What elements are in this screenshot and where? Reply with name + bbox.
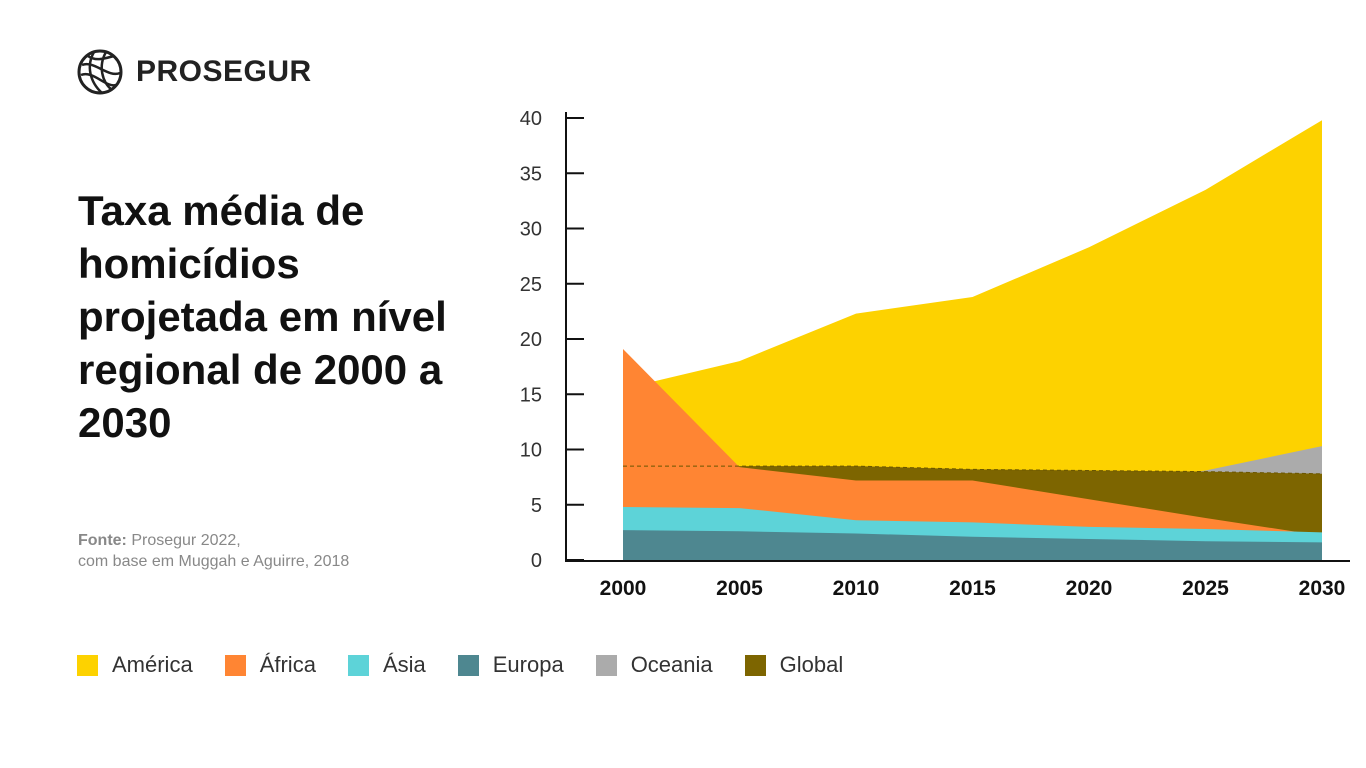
area-africa <box>623 348 1322 560</box>
x-tick-label: 2020 <box>1066 577 1113 600</box>
legend-swatch <box>744 654 766 676</box>
legend-swatch <box>595 654 617 676</box>
x-tick-label: 2015 <box>949 577 996 600</box>
legend-item-europa: Europa <box>457 652 564 678</box>
area-europa <box>623 530 1322 560</box>
x-tick-label: 2005 <box>716 577 763 600</box>
legend-label: Europa <box>492 652 564 677</box>
chart-areas <box>623 120 1323 561</box>
y-tick-label: 35 <box>520 163 542 185</box>
y-tick-label: 25 <box>520 274 542 296</box>
y-tick-label: 0 <box>531 550 542 572</box>
legend-swatch <box>77 654 98 676</box>
source-line-2: com base em Muggah e Aguirre, 2018 <box>78 553 350 570</box>
legend-swatch <box>224 654 246 676</box>
y-tick-label: 30 <box>520 219 542 241</box>
legend-label: Global <box>779 652 844 677</box>
legend-label: Ásia <box>382 652 426 677</box>
y-tick-label: 40 <box>520 108 542 130</box>
x-tick-label: 2025 <box>1182 577 1229 600</box>
line-global-trend <box>623 465 1323 475</box>
chart-legend: América África Ásia Europa Oceania Global <box>77 652 875 678</box>
source-label: Fonte: <box>78 532 127 549</box>
x-tick-label: 2000 <box>600 577 647 600</box>
page-title: Taxa média de homicídios projetada em ní… <box>78 187 447 446</box>
y-tick-label: 10 <box>520 440 542 462</box>
y-tick-label: 15 <box>520 384 542 406</box>
legend-item-oceania: Oceania <box>595 652 713 678</box>
globe-icon <box>77 49 123 95</box>
legend-swatch <box>347 654 369 676</box>
legend-swatch <box>457 654 479 676</box>
legend-label: Oceania <box>630 652 713 677</box>
legend-label: América <box>112 652 193 677</box>
legend-item-asia: Ásia <box>347 652 426 678</box>
legend-item-global: Global <box>744 652 844 678</box>
source-note: Fonte: Prosegur 2022, com base em Muggah… <box>78 530 349 572</box>
area-america <box>623 120 1322 561</box>
x-tick-label: 2010 <box>833 577 880 600</box>
x-tick-label: 2030 <box>1299 577 1346 600</box>
legend-label: África <box>259 652 316 677</box>
legend-item-africa: África <box>224 652 316 678</box>
source-line-1: Prosegur 2022, <box>131 532 241 549</box>
y-tick-label: 5 <box>531 495 542 517</box>
legend-item-america: América <box>77 652 193 678</box>
brand-name: PROSEGUR <box>136 55 312 88</box>
y-tick-label: 20 <box>520 329 542 351</box>
brand-logo: PROSEGUR <box>76 48 312 96</box>
